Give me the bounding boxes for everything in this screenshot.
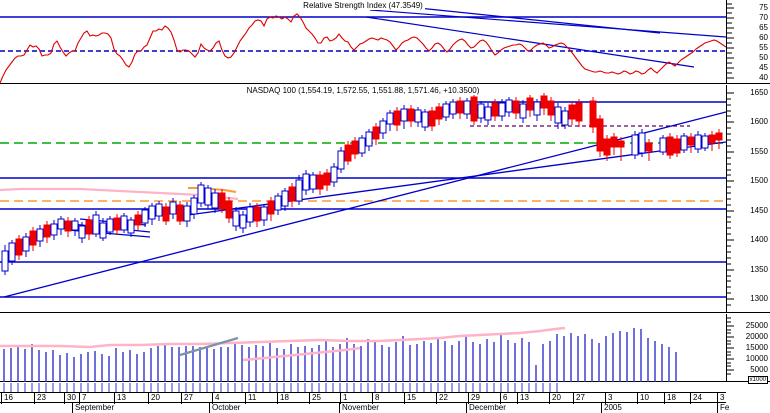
volume-unit-label: x1000 — [747, 376, 768, 384]
month-label: 2005 — [601, 403, 622, 413]
month-label: December — [466, 403, 506, 413]
date-tick: 16 — [1, 393, 13, 404]
month-label: October — [209, 403, 240, 413]
volume-ma-line-2 — [242, 346, 361, 362]
volume-plot-area — [0, 314, 727, 382]
rsi-panel-title: Relative Strength Index (47.3549) — [0, 1, 726, 10]
volume-svg — [0, 326, 677, 382]
date-tick: 10 — [637, 393, 649, 404]
rsi-trendline-mid — [369, 9, 726, 38]
date-tick-hatch — [3, 383, 558, 392]
volume-ma-line — [0, 326, 566, 349]
date-tick: 15 — [404, 393, 416, 404]
date-tick: 27 — [181, 393, 193, 404]
price-tick-marks — [726, 92, 734, 306]
price-y-axis: 1650 1600 1550 1500 1450 1400 1350 1300 — [726, 85, 770, 312]
date-tick: 18 — [277, 393, 289, 404]
rsi-svg — [0, 2, 726, 84]
date-tick: 20 — [549, 393, 561, 404]
date-tick: 13 — [114, 393, 126, 404]
date-tick: 22 — [436, 393, 448, 404]
rsi-panel: Relative Strength Index (47.3549) 75 70 … — [0, 0, 770, 84]
date-tick: 23 — [34, 393, 46, 404]
month-label: November — [339, 403, 379, 413]
rsi-y-tick: 55 — [759, 43, 768, 52]
price-y-tick: 1450 — [750, 206, 768, 215]
date-tick: 1 — [340, 393, 347, 404]
date-tick: 7 — [79, 393, 86, 404]
volume-y-tick: 5000 — [750, 365, 768, 374]
price-y-tick: 1500 — [750, 176, 768, 185]
date-day-row: 16 23 30 7 13 20 27 4 11 18 25 1 8 15 22… — [0, 392, 726, 404]
date-month-row: September October November December 2005… — [0, 403, 729, 413]
price-y-tick: 1400 — [750, 235, 768, 244]
volume-y-tick: 20000 — [745, 332, 768, 341]
rsi-y-axis: 75 70 65 60 55 50 45 40 — [726, 0, 770, 83]
date-tick: 20 — [148, 393, 160, 404]
price-title-text: NASDAQ 100 (1,554.19, 1,572.55, 1,551.88… — [244, 86, 482, 95]
date-tick: 8 — [372, 393, 379, 404]
volume-panel: 25000 20000 15000 10000 5000 x1000 — [0, 314, 770, 384]
date-tick: 18 — [664, 393, 676, 404]
month-label: September — [72, 403, 114, 413]
rsi-title-text: Relative Strength Index (47.3549) — [301, 1, 425, 10]
date-tick: 24 — [690, 393, 702, 404]
volume-y-tick: 15000 — [745, 343, 768, 352]
date-tick: 25 — [309, 393, 321, 404]
date-tick: 3 — [605, 393, 612, 404]
price-y-tick: 1550 — [750, 147, 768, 156]
rsi-y-tick: 40 — [759, 73, 768, 82]
volume-y-tick: 10000 — [745, 354, 768, 363]
price-panel: NASDAQ 100 (1,554.19, 1,572.55, 1,551.88… — [0, 85, 770, 313]
date-tick: 4 — [212, 393, 219, 404]
rsi-y-tick: 70 — [759, 13, 768, 22]
rsi-line — [0, 13, 726, 84]
rsi-y-tick: 75 — [759, 3, 768, 12]
rsi-y-tick: 65 — [759, 23, 768, 32]
rsi-plot-area — [0, 0, 727, 84]
rsi-tick-marks — [726, 3, 734, 79]
volume-y-tick: 25000 — [745, 321, 768, 330]
price-panel-title: NASDAQ 100 (1,554.19, 1,572.55, 1,551.88… — [0, 86, 726, 95]
date-tick: 3 — [717, 393, 724, 404]
price-svg — [0, 93, 726, 298]
volume-y-axis: 25000 20000 15000 10000 5000 x1000 — [726, 314, 770, 384]
candlestick-series — [1, 93, 723, 275]
rsi-y-tick: 50 — [759, 53, 768, 62]
date-tick: 29 — [468, 393, 480, 404]
price-y-tick: 1350 — [750, 265, 768, 274]
volume-trendline — [179, 336, 239, 357]
volume-bars — [3, 328, 677, 382]
volume-tick-marks — [726, 317, 734, 375]
date-tick: 27 — [573, 393, 585, 404]
rsi-trendline-lower — [365, 16, 695, 68]
price-plot-area — [0, 85, 727, 313]
date-tick: 13 — [517, 393, 529, 404]
rsi-y-tick: 45 — [759, 63, 768, 72]
price-y-tick: 1300 — [750, 294, 768, 303]
price-y-tick: 1600 — [750, 117, 768, 126]
price-y-tick: 1650 — [750, 88, 768, 97]
month-label: Fe — [717, 403, 729, 413]
date-tick: 30 — [64, 393, 76, 404]
date-tick: 11 — [245, 393, 256, 404]
date-tick: 6 — [500, 393, 507, 404]
date-axis: 16 23 30 7 13 20 27 4 11 18 25 1 8 15 22… — [0, 383, 770, 413]
rsi-y-tick: 60 — [759, 33, 768, 42]
price-ma-orange — [188, 187, 237, 193]
